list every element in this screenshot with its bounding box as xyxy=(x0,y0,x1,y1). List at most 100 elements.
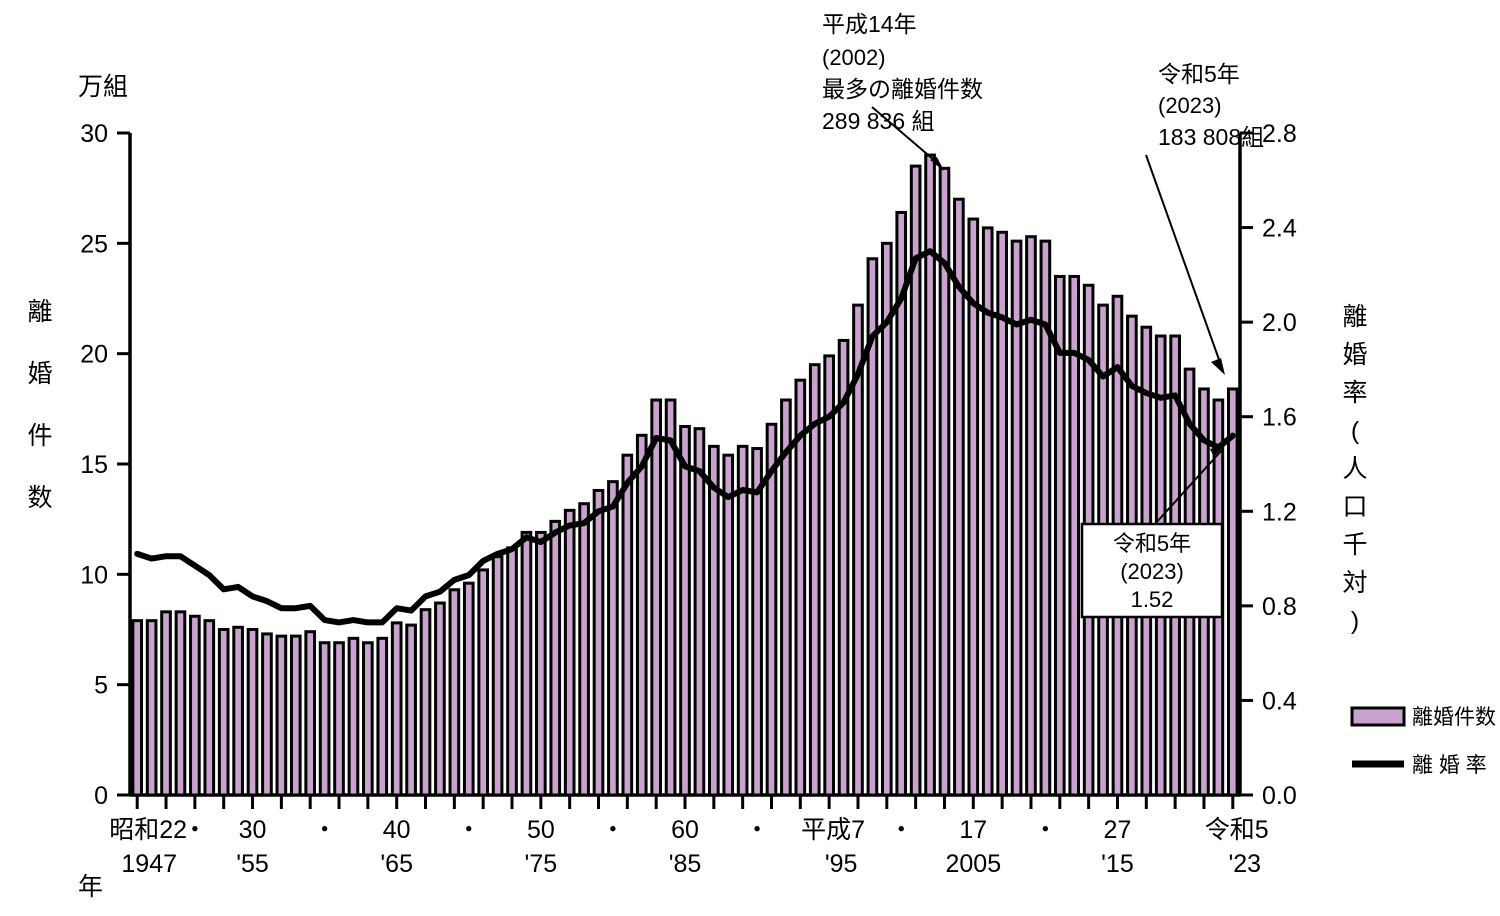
svg-text:率: 率 xyxy=(1342,379,1367,407)
bar xyxy=(967,217,980,797)
bar xyxy=(217,628,230,797)
x-axis-label-dot: ・ xyxy=(745,816,770,844)
bar xyxy=(924,153,936,797)
bar xyxy=(635,433,648,797)
x-axis-label-dot: ・ xyxy=(1033,816,1058,844)
x-axis-label-year: '15 xyxy=(1101,850,1134,878)
svg-text:25: 25 xyxy=(80,230,108,258)
x-axis-ticks xyxy=(135,795,1235,809)
svg-text:): ) xyxy=(1351,607,1359,635)
bar xyxy=(780,398,792,797)
legend-label: 離 婚 率 xyxy=(1412,754,1487,777)
annotation-latest-rate-line2: (2023) xyxy=(1120,559,1184,584)
legend-item: 離婚件数 xyxy=(1350,706,1496,729)
bar xyxy=(722,453,735,797)
svg-text:0.0: 0.0 xyxy=(1262,782,1297,810)
annotation-latest-count-arrow-line xyxy=(1145,154,1223,369)
x-axis-label-era: 60 xyxy=(671,816,699,844)
svg-text:数: 数 xyxy=(27,484,52,512)
svg-text:人: 人 xyxy=(1342,455,1367,483)
svg-text:5: 5 xyxy=(94,672,108,700)
bar xyxy=(679,424,691,797)
x-axis-label-dot: ・ xyxy=(456,816,481,844)
bar xyxy=(318,641,331,797)
bar xyxy=(304,630,317,797)
x-axis-label-year: '85 xyxy=(669,850,702,878)
svg-text:離: 離 xyxy=(27,298,52,326)
bar xyxy=(693,427,706,797)
units-label: 万組 xyxy=(78,73,128,101)
legend-label: 離婚件数 xyxy=(1412,706,1496,729)
x-axis-label-year: 1947 xyxy=(121,850,177,878)
annotation-peak: 平成14年 (2002) 最多の離婚件数 289 836 組 xyxy=(822,11,983,171)
bar xyxy=(275,634,288,797)
bar xyxy=(563,508,576,797)
annotation-peak-line2: (2002) xyxy=(822,45,886,70)
bar xyxy=(578,502,590,797)
bar xyxy=(1039,239,1052,797)
bar xyxy=(909,164,922,797)
bar xyxy=(491,555,504,797)
annotation-latest-count-line2: (2023) xyxy=(1158,93,1222,118)
svg-text:0: 0 xyxy=(94,782,108,810)
bar xyxy=(289,634,302,797)
svg-text:20: 20 xyxy=(80,341,108,369)
svg-text:30: 30 xyxy=(80,120,108,148)
svg-text:婚: 婚 xyxy=(27,360,52,388)
bar xyxy=(895,210,908,797)
svg-text:2.4: 2.4 xyxy=(1262,215,1297,243)
annotation-latest-rate-box xyxy=(1080,522,1224,619)
svg-text:離: 離 xyxy=(1342,303,1367,331)
svg-text:(: ( xyxy=(1351,417,1360,445)
bar xyxy=(549,519,562,797)
bar xyxy=(131,619,144,797)
right-axis-ticks: 0.0 0.4 0.8 1.2 1.6 2.0 2.4 2.8 xyxy=(1240,120,1297,810)
left-axis-title: 離婚件数 xyxy=(27,298,52,512)
svg-text:2.0: 2.0 xyxy=(1262,309,1297,337)
annotation-latest-rate-line3: 1.52 xyxy=(1131,587,1174,612)
bar xyxy=(880,241,893,797)
bar xyxy=(145,619,158,797)
annotation-latest-rate: 令和5年 (2023) 1.52 xyxy=(1080,444,1226,619)
x-axis-label-era: 50 xyxy=(527,816,555,844)
bar xyxy=(708,444,720,797)
left-axis-ticks: 0 5 10 15 20 25 30 xyxy=(80,120,130,810)
bar xyxy=(261,632,273,797)
bar xyxy=(506,546,518,797)
annotation-latest-rate-arrow-line xyxy=(1154,449,1223,525)
annotation-latest-count-arrow-head xyxy=(1211,358,1225,375)
bar xyxy=(477,568,490,797)
bar xyxy=(592,488,605,797)
x-axis-label-dot: ・ xyxy=(182,816,207,844)
x-axis-label-era: 40 xyxy=(383,816,411,844)
bar xyxy=(765,422,778,797)
bar xyxy=(1025,235,1037,797)
x-axis-label-era: 17 xyxy=(959,816,987,844)
legend-item: 離 婚 率 xyxy=(1352,754,1487,777)
svg-text:0.4: 0.4 xyxy=(1262,687,1297,715)
annotation-latest-rate-arrow-head xyxy=(1210,444,1226,457)
bar xyxy=(246,628,259,797)
svg-text:1.2: 1.2 xyxy=(1262,498,1297,526)
annotation-latest-rate-line1: 令和5年 xyxy=(1113,531,1191,556)
bar xyxy=(736,444,749,797)
x-axis-label-dot: ・ xyxy=(312,816,337,844)
bar xyxy=(621,453,634,797)
bar xyxy=(347,636,360,797)
bar xyxy=(376,636,389,797)
bar xyxy=(837,338,850,797)
x-axis-label-era: 27 xyxy=(1104,816,1132,844)
svg-text:0.8: 0.8 xyxy=(1262,593,1297,621)
bar xyxy=(448,588,461,797)
x-axis-label-dot: ・ xyxy=(600,816,625,844)
x-axis-label-year: '65 xyxy=(380,850,413,878)
x-axis-label-era: 令和5 xyxy=(1205,816,1269,844)
annotation-peak-line1: 平成14年 xyxy=(822,11,917,37)
svg-text:10: 10 xyxy=(80,561,108,589)
bar xyxy=(1053,274,1066,797)
x-axis-label-era: 昭和22 xyxy=(109,816,187,844)
bar xyxy=(823,354,835,797)
x-axis-label-dot: ・ xyxy=(889,816,914,844)
